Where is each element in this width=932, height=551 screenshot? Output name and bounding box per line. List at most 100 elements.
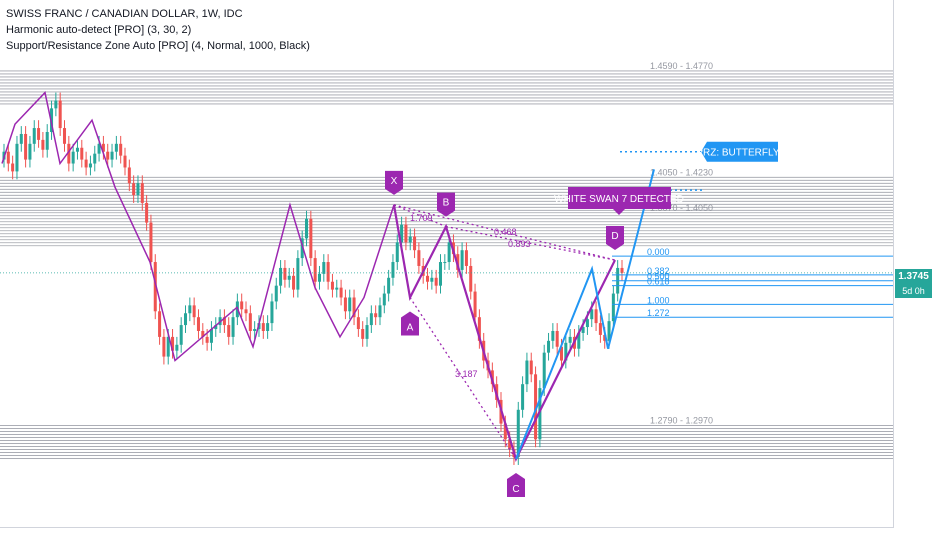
candle-body bbox=[607, 321, 611, 341]
candle-body bbox=[248, 313, 252, 331]
candle-body bbox=[603, 334, 607, 341]
candle-body bbox=[93, 153, 97, 164]
candle-body bbox=[253, 329, 257, 331]
sr-zone-label: 1.4050 - 1.4230 bbox=[650, 167, 713, 177]
candle-body bbox=[378, 305, 382, 318]
candle-body bbox=[473, 291, 477, 318]
candle-body bbox=[326, 262, 330, 282]
fib-level-label: 1.000 bbox=[647, 295, 670, 305]
candle-body bbox=[529, 360, 533, 375]
candle-body bbox=[67, 143, 71, 164]
fib-level-label: 0.618 bbox=[647, 277, 670, 287]
candle-body bbox=[240, 301, 244, 310]
candle-body bbox=[54, 100, 58, 109]
candle-body bbox=[110, 151, 114, 160]
candle-body bbox=[443, 262, 447, 264]
candle-body bbox=[119, 143, 123, 156]
candle-body bbox=[568, 336, 572, 343]
candle-body bbox=[136, 183, 140, 196]
sr-zone-label: 1.3870 - 1.4050 bbox=[650, 203, 713, 213]
candle-body bbox=[11, 163, 15, 172]
chart-legend: SWISS FRANC / CANADIAN DOLLAR, 1W, IDC H… bbox=[6, 6, 310, 54]
indicator-sr-zone-label[interactable]: Support/Resistance Zone Auto [PRO] (4, N… bbox=[6, 40, 310, 52]
candle-body bbox=[343, 297, 347, 312]
candle-body bbox=[214, 325, 218, 330]
candle-body bbox=[227, 325, 231, 337]
pattern-point-label: A bbox=[407, 322, 414, 333]
pattern-detected-callout bbox=[568, 187, 671, 215]
candle-body bbox=[426, 275, 430, 282]
candle-body bbox=[408, 236, 412, 243]
candle-body bbox=[145, 202, 149, 223]
candle-body bbox=[534, 374, 538, 440]
candle-body bbox=[58, 100, 62, 129]
candle-body bbox=[6, 151, 10, 164]
candle-body bbox=[335, 287, 339, 290]
sr-zone-label: 1.2790 - 1.2970 bbox=[650, 416, 713, 426]
candle-body bbox=[400, 224, 404, 243]
bar-countdown-label: 5d 0h bbox=[895, 284, 932, 298]
candle-body bbox=[296, 258, 300, 290]
candle-body bbox=[24, 133, 28, 160]
candle-body bbox=[395, 242, 399, 263]
harmonic-ratio-line bbox=[409, 297, 517, 460]
candle-body bbox=[162, 336, 166, 357]
candle-body bbox=[309, 218, 313, 259]
candle-body bbox=[37, 128, 41, 140]
candle-body bbox=[516, 409, 520, 458]
candle-body bbox=[365, 325, 369, 339]
candle-body bbox=[477, 317, 481, 341]
prz-pattern-legs bbox=[515, 169, 655, 460]
harmonic-ratio-line bbox=[393, 204, 447, 228]
pattern-point-marker bbox=[401, 311, 419, 336]
candle-body bbox=[201, 330, 205, 337]
candle-body bbox=[209, 329, 213, 343]
candle-body bbox=[149, 222, 153, 263]
candle-body bbox=[356, 317, 360, 330]
candle-body bbox=[261, 323, 265, 331]
candle-body bbox=[382, 293, 386, 306]
candle-body bbox=[205, 336, 209, 343]
candle-body bbox=[32, 128, 36, 144]
candle-body bbox=[19, 133, 23, 144]
symbol-title: SWISS FRANC / CANADIAN DOLLAR, 1W, IDC bbox=[6, 8, 243, 20]
candle-body bbox=[41, 139, 45, 150]
candle-body bbox=[547, 340, 551, 353]
harmonic-ratio-label: 3.187 bbox=[455, 369, 478, 379]
candle-body bbox=[287, 275, 291, 280]
fib-level-label: 0.382 bbox=[647, 266, 670, 276]
candle-body bbox=[387, 277, 391, 294]
candle-body bbox=[430, 277, 434, 282]
candle-body bbox=[101, 143, 105, 152]
candle-body bbox=[45, 132, 49, 150]
candle-body bbox=[158, 311, 162, 337]
candle-body bbox=[391, 262, 395, 278]
candle-body bbox=[15, 143, 19, 172]
candle-body bbox=[434, 277, 438, 286]
time-axis[interactable] bbox=[0, 527, 893, 551]
zigzag-line bbox=[1, 91, 395, 362]
fib-level-label: 1.272 bbox=[647, 308, 670, 318]
candle-body bbox=[348, 297, 352, 312]
candle-body bbox=[352, 297, 356, 318]
candle-body bbox=[413, 236, 417, 251]
pattern-point-marker bbox=[385, 170, 403, 195]
current-price-label: 1.3745 bbox=[895, 269, 932, 284]
candle-body bbox=[231, 317, 235, 337]
candle-body bbox=[469, 265, 473, 292]
candle-body bbox=[508, 439, 512, 450]
candle-body bbox=[188, 305, 192, 314]
harmonic-ratio-label: 0.893 bbox=[508, 239, 531, 249]
indicator-harmonic-label[interactable]: Harmonic auto-detect [PRO] (3, 30, 2) bbox=[6, 24, 192, 36]
pattern-point-marker bbox=[507, 473, 525, 498]
price-axis[interactable] bbox=[893, 0, 932, 528]
harmonic-ratio-label: 0.468 bbox=[494, 227, 517, 237]
candle-body bbox=[464, 250, 468, 266]
candle-body bbox=[183, 313, 188, 326]
candle-body bbox=[594, 309, 598, 324]
pattern-point-label: X bbox=[391, 176, 398, 187]
candle-body bbox=[611, 293, 615, 322]
candle-body bbox=[244, 309, 248, 314]
candle-body bbox=[80, 147, 84, 160]
